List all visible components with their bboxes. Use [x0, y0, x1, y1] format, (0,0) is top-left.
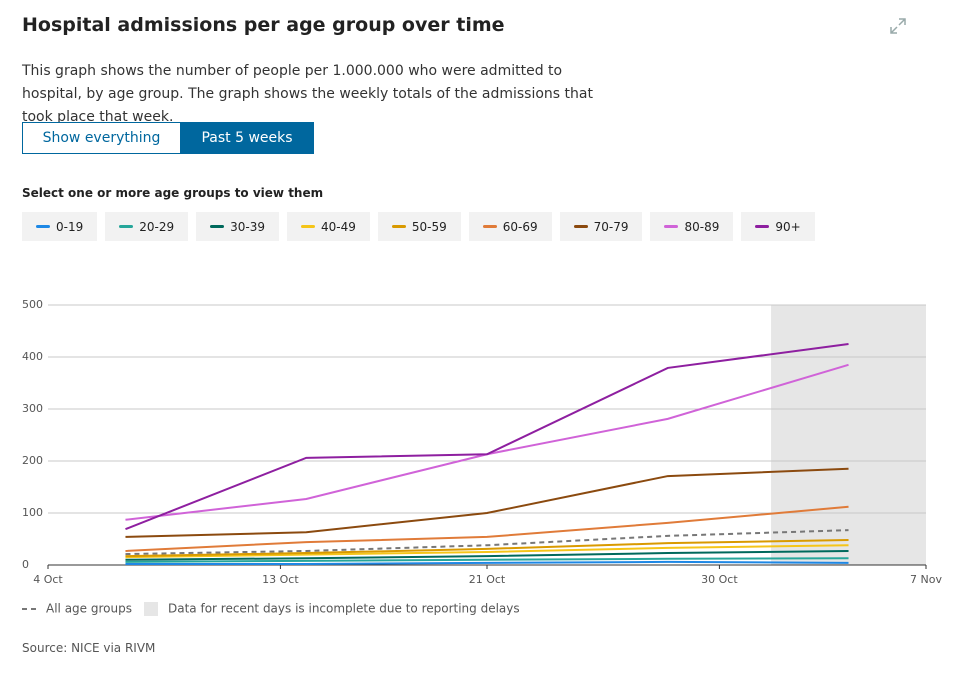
- chip-label: 60-69: [502, 219, 538, 234]
- legend-label: All age groups: [46, 602, 132, 616]
- chip-label: 40-49: [320, 219, 356, 234]
- chip-swatch: [119, 225, 134, 228]
- series-line: [125, 363, 849, 521]
- description: This graph shows the number of people pe…: [22, 63, 593, 125]
- legend-label: Data for recent days is incomplete due t…: [168, 602, 520, 616]
- legend-swatch: [144, 602, 158, 616]
- y-tick-label: 300: [22, 402, 43, 415]
- series-line: [125, 505, 849, 552]
- chip-swatch: [300, 225, 315, 228]
- y-tick-label: 200: [22, 454, 43, 467]
- age-chip[interactable]: 30-39: [196, 212, 279, 241]
- age-chip[interactable]: 60-69: [468, 212, 552, 241]
- x-tick-label: 7 Nov: [910, 573, 942, 586]
- age-group-chips: 0-19 20-29 30-39 40-49 50-59 60-69 70-79 80-89 9…: [22, 212, 815, 241]
- age-chip[interactable]: 20-29: [105, 212, 189, 241]
- legend-item: All age groups: [22, 602, 132, 616]
- age-chip[interactable]: 50-59: [377, 212, 461, 241]
- range-button[interactable]: Past 5 weeks: [180, 122, 314, 154]
- series-line: [125, 544, 849, 559]
- filter-label: Select one or more age groups to view th…: [22, 186, 324, 200]
- chip-swatch: [482, 225, 497, 228]
- chip-label: 30-39: [230, 219, 265, 234]
- x-tick-label: 4 Oct: [33, 573, 63, 586]
- chip-swatch: [36, 225, 50, 228]
- legend-item: Data for recent days is incomplete due t…: [144, 602, 520, 616]
- age-chip[interactable]: 70-79: [559, 212, 643, 241]
- incomplete-region: [771, 305, 926, 565]
- range-button[interactable]: Show everything: [22, 122, 181, 154]
- y-tick-label: 100: [22, 506, 43, 519]
- series-line: [125, 539, 849, 558]
- y-tick-label: 0: [22, 558, 29, 571]
- series-line: [125, 549, 849, 561]
- chip-label: 0-19: [56, 219, 84, 234]
- chip-label: 90+: [775, 219, 801, 234]
- y-tick-label: 400: [22, 350, 43, 363]
- chip-label: 80-89: [684, 219, 720, 234]
- series-line: [125, 343, 849, 531]
- series-line: [125, 529, 849, 556]
- series-line: [125, 467, 849, 538]
- chip-swatch: [573, 225, 588, 228]
- expand-icon[interactable]: [889, 17, 907, 35]
- source: Source: NICE via RIVM: [22, 641, 156, 655]
- chip-label: 70-79: [593, 219, 629, 234]
- x-tick-label: 21 Oct: [469, 573, 506, 586]
- age-chip[interactable]: 40-49: [286, 212, 370, 241]
- age-chip[interactable]: 80-89: [650, 212, 734, 241]
- chip-swatch: [391, 225, 406, 228]
- title: Hospital admissions per age group over t…: [22, 14, 505, 36]
- age-chip[interactable]: 90+: [741, 212, 815, 241]
- y-tick-label: 500: [22, 298, 43, 311]
- x-tick-label: 30 Oct: [701, 573, 738, 586]
- chip-swatch: [755, 225, 770, 228]
- chip-label: 50-59: [411, 219, 447, 234]
- x-tick-label: 13 Oct: [262, 573, 299, 586]
- series-line: [125, 560, 849, 565]
- series-line: [125, 557, 849, 563]
- age-chip[interactable]: 0-19: [22, 212, 98, 241]
- chip-swatch: [210, 225, 225, 228]
- chip-swatch: [664, 225, 679, 228]
- chip-label: 20-29: [139, 219, 175, 234]
- chart: 0 100 200 300 400 500 4 Oct 13 Oct 21 Oct 30 Oct 7…: [22, 298, 942, 616]
